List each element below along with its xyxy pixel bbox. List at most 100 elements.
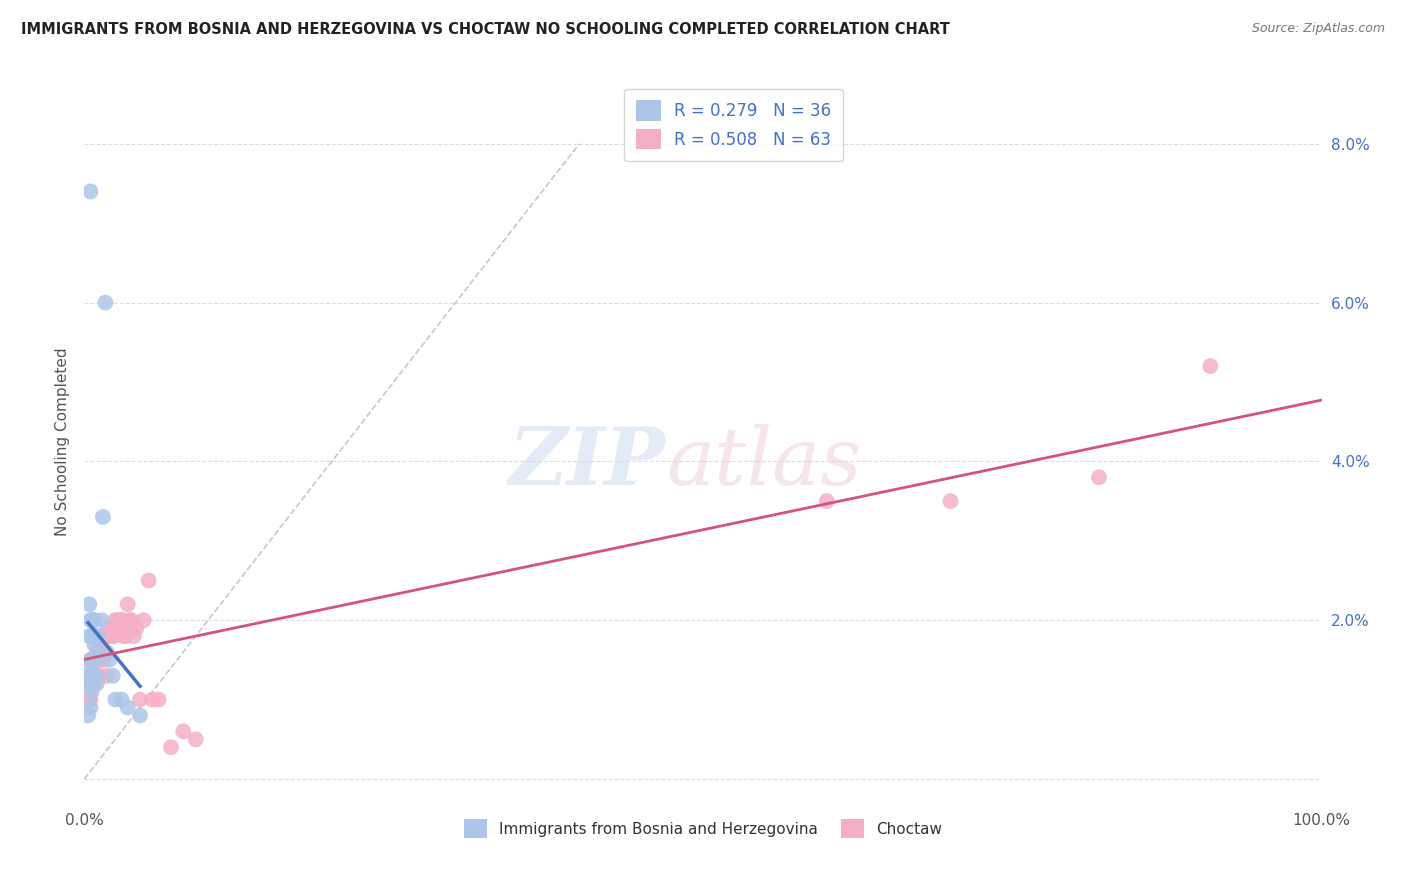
Point — [111, 613, 134, 627]
Point — [98, 621, 121, 635]
Point — [101, 669, 124, 683]
Point — [87, 629, 110, 643]
Point — [89, 669, 111, 683]
Point — [138, 574, 160, 588]
Point — [82, 669, 104, 683]
Point — [100, 629, 122, 643]
Point — [94, 629, 117, 643]
Point — [172, 724, 194, 739]
Point — [122, 629, 145, 643]
Legend: Immigrants from Bosnia and Herzegovina, Choctaw: Immigrants from Bosnia and Herzegovina, … — [457, 812, 949, 846]
Point — [107, 613, 129, 627]
Y-axis label: No Schooling Completed: No Schooling Completed — [55, 347, 70, 536]
Point — [94, 295, 117, 310]
Point — [82, 676, 104, 690]
Point — [125, 621, 148, 635]
Point — [96, 669, 118, 683]
Point — [110, 613, 132, 627]
Text: IMMIGRANTS FROM BOSNIA AND HERZEGOVINA VS CHOCTAW NO SCHOOLING COMPLETED CORRELA: IMMIGRANTS FROM BOSNIA AND HERZEGOVINA V… — [21, 22, 950, 37]
Point — [79, 653, 101, 667]
Point — [80, 653, 103, 667]
Point — [82, 653, 104, 667]
Point — [184, 732, 207, 747]
Point — [110, 692, 132, 706]
Point — [83, 676, 105, 690]
Point — [79, 692, 101, 706]
Point — [79, 185, 101, 199]
Text: ZIP: ZIP — [509, 425, 666, 502]
Point — [1088, 470, 1111, 484]
Point — [79, 676, 101, 690]
Point — [141, 692, 163, 706]
Point — [86, 645, 108, 659]
Point — [79, 700, 101, 714]
Point — [84, 653, 107, 667]
Point — [117, 597, 139, 611]
Point — [120, 621, 142, 635]
Point — [82, 613, 104, 627]
Point — [79, 613, 101, 627]
Point — [114, 629, 136, 643]
Point — [77, 708, 100, 723]
Point — [132, 613, 155, 627]
Point — [939, 494, 962, 508]
Point — [83, 653, 105, 667]
Point — [91, 629, 114, 643]
Point — [97, 629, 120, 643]
Point — [112, 629, 135, 643]
Point — [104, 692, 127, 706]
Point — [79, 661, 101, 675]
Point — [83, 613, 105, 627]
Point — [160, 740, 183, 755]
Point — [117, 700, 139, 714]
Point — [87, 669, 110, 683]
Point — [815, 494, 838, 508]
Point — [84, 669, 107, 683]
Point — [77, 676, 100, 690]
Point — [84, 629, 107, 643]
Point — [80, 653, 103, 667]
Point — [96, 645, 118, 659]
Point — [115, 621, 138, 635]
Point — [90, 629, 112, 643]
Point — [79, 629, 101, 643]
Point — [79, 692, 101, 706]
Point — [80, 684, 103, 698]
Point — [93, 629, 115, 643]
Point — [86, 676, 108, 690]
Point — [83, 669, 105, 683]
Point — [89, 645, 111, 659]
Point — [82, 629, 104, 643]
Point — [1199, 359, 1222, 373]
Point — [82, 653, 104, 667]
Point — [129, 692, 152, 706]
Point — [101, 621, 124, 635]
Point — [104, 613, 127, 627]
Point — [89, 645, 111, 659]
Point — [83, 653, 105, 667]
Point — [90, 613, 112, 627]
Point — [98, 629, 121, 643]
Point — [90, 653, 112, 667]
Point — [87, 645, 110, 659]
Point — [148, 692, 170, 706]
Point — [83, 637, 105, 651]
Point — [129, 708, 152, 723]
Point — [79, 653, 101, 667]
Point — [86, 669, 108, 683]
Point — [93, 645, 115, 659]
Point — [80, 669, 103, 683]
Point — [91, 510, 114, 524]
Point — [80, 629, 103, 643]
Point — [110, 613, 132, 627]
Text: atlas: atlas — [666, 425, 862, 502]
Point — [79, 597, 101, 611]
Point — [89, 645, 111, 659]
Point — [84, 653, 107, 667]
Text: Source: ZipAtlas.com: Source: ZipAtlas.com — [1251, 22, 1385, 36]
Point — [98, 653, 121, 667]
Point — [91, 653, 114, 667]
Point — [108, 621, 131, 635]
Point — [105, 621, 128, 635]
Point — [103, 629, 125, 643]
